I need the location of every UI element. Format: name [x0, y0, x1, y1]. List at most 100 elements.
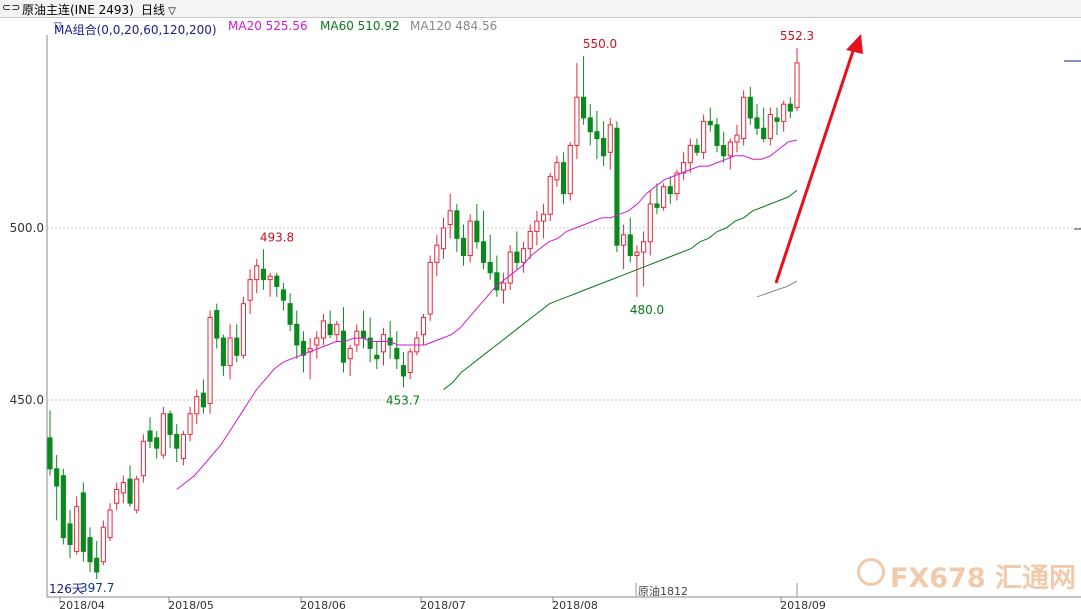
- arrow-head: [846, 34, 863, 54]
- candle-body: [474, 220, 480, 243]
- candle-body: [507, 251, 513, 284]
- candle-body: [634, 251, 640, 257]
- candle: [240, 296, 246, 359]
- candle-body: [667, 186, 673, 195]
- candle-body: [114, 488, 120, 504]
- ma120-line: [756, 280, 798, 298]
- candle-body: [534, 220, 540, 232]
- candle-body: [627, 234, 633, 257]
- y-tick-label: 450.0: [10, 393, 44, 407]
- candle: [574, 62, 580, 160]
- candle-body: [787, 103, 793, 112]
- candle: [627, 217, 633, 263]
- candle-body: [681, 162, 687, 174]
- candle: [727, 138, 733, 170]
- candle-body: [540, 213, 547, 222]
- candle: [100, 520, 106, 566]
- candle-body: [554, 162, 560, 181]
- candle-body: [200, 392, 206, 408]
- candle: [647, 190, 653, 256]
- candle: [514, 231, 520, 270]
- candle: [194, 389, 200, 425]
- candle-body: [294, 323, 300, 346]
- x-tick-label: 2018/08: [552, 599, 598, 609]
- candle: [794, 48, 800, 112]
- candle-body: [327, 323, 333, 336]
- candle: [754, 104, 760, 136]
- candle: [694, 138, 700, 156]
- candle: [127, 465, 133, 507]
- candle: [387, 320, 393, 359]
- candle: [687, 138, 693, 173]
- indicator-legend: MA组合(0,0,20,60,120,200) ▽ MA20 525.56 MA…: [0, 17, 1081, 37]
- contract-label: 原油1812: [638, 585, 688, 598]
- candle: [180, 430, 186, 466]
- candle-body: [194, 396, 200, 415]
- candle-body: [641, 241, 647, 253]
- candle: [340, 307, 347, 373]
- candle-body: [120, 482, 126, 494]
- candle: [80, 482, 86, 562]
- candle: [654, 183, 660, 215]
- candle: [480, 210, 487, 270]
- candle-body: [214, 310, 220, 339]
- candle: [714, 117, 720, 153]
- candle: [214, 303, 220, 349]
- candle-body: [500, 282, 507, 291]
- candle-body: [601, 138, 607, 157]
- candle-body: [460, 237, 467, 257]
- candle-body: [100, 526, 106, 563]
- candle: [67, 510, 73, 559]
- candle-body: [367, 337, 373, 349]
- candle-body: [300, 341, 307, 356]
- ma20-label: MA20 525.56: [228, 19, 308, 33]
- candle-body: [220, 337, 226, 367]
- ma120-label: MA120 484.56: [410, 19, 498, 33]
- candle-body: [741, 96, 747, 140]
- candle: [347, 344, 353, 376]
- candle: [547, 172, 553, 222]
- candle: [681, 152, 687, 180]
- candle-body: [380, 334, 387, 353]
- candle-body: [701, 120, 707, 153]
- candle: [374, 341, 380, 370]
- days-label: 126天: [49, 582, 84, 596]
- price-annotation: 552.3: [780, 29, 814, 43]
- candle: [554, 155, 560, 187]
- candle-body: [334, 323, 340, 336]
- candle: [274, 272, 280, 297]
- candle: [167, 410, 173, 449]
- candle-body: [674, 172, 680, 195]
- candle-body: [487, 261, 493, 274]
- candle: [87, 527, 93, 572]
- candle: [774, 107, 780, 136]
- candle-body: [227, 337, 233, 367]
- candle-body: [440, 227, 447, 250]
- period-selector[interactable]: 日线 ▽: [141, 1, 176, 18]
- candle: [187, 406, 193, 442]
- ma-lines: [176, 139, 798, 490]
- candle-body: [87, 537, 93, 563]
- candle-body: [661, 186, 667, 208]
- candle-body: [167, 413, 173, 435]
- candle: [534, 210, 540, 246]
- instrument-label[interactable]: 原油主连(INE 2493): [22, 3, 134, 17]
- price-annotation: 493.8: [260, 230, 294, 244]
- candle: [601, 121, 607, 167]
- candle-body: [54, 468, 60, 487]
- x-tick-label: 2018/04: [59, 599, 105, 609]
- candle-body: [74, 506, 80, 552]
- arrow-shaft: [774, 47, 856, 284]
- ma60-line: [443, 189, 798, 391]
- candle: [147, 417, 153, 449]
- candle: [507, 245, 513, 290]
- candle-body: [394, 347, 400, 360]
- candle: [300, 331, 307, 373]
- candle: [500, 272, 507, 304]
- candle-body: [60, 475, 66, 539]
- candle-body: [434, 244, 440, 263]
- x-tick-label: 2018/09: [780, 599, 826, 609]
- candle-body: [721, 144, 727, 157]
- candle-body: [134, 478, 140, 511]
